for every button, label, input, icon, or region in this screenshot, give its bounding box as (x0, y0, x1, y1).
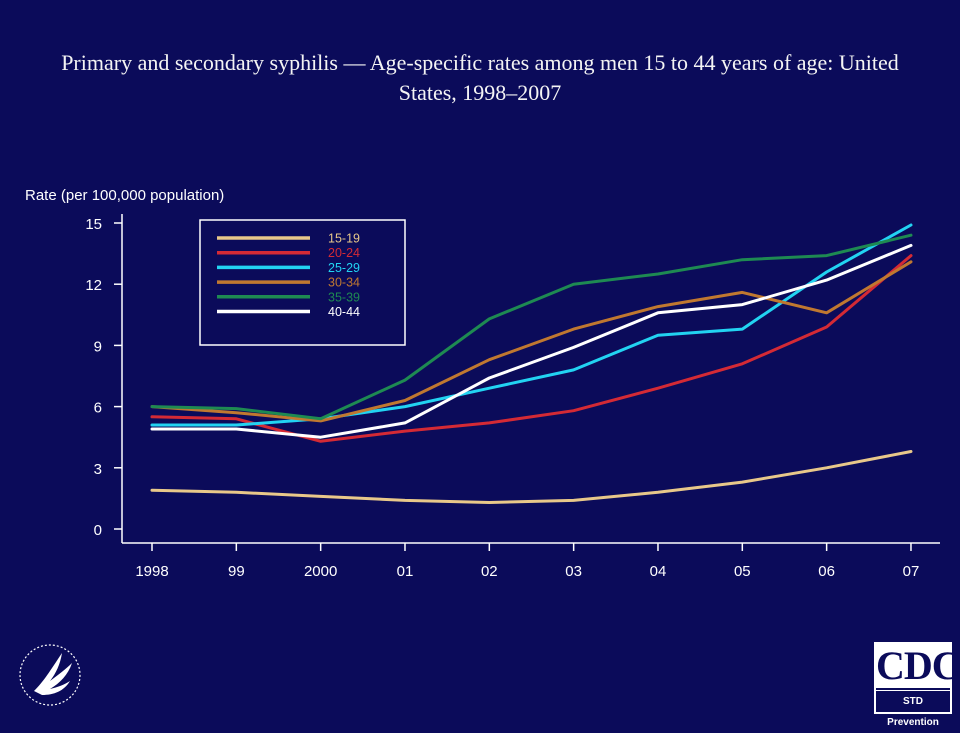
x-tick-label: 03 (565, 563, 582, 580)
y-tick-label: 0 (94, 522, 102, 539)
hhs-seal-logo (19, 644, 81, 706)
cdc-logo-rule (876, 688, 950, 690)
y-tick-label: 12 (85, 277, 102, 294)
x-tick-label: 04 (650, 563, 667, 580)
legend-label: 20-24 (328, 246, 360, 260)
y-tick-label: 3 (94, 461, 102, 478)
series-line-30-34 (150, 260, 913, 423)
x-tick-label: 99 (228, 563, 245, 580)
x-tick-label: 1998 (135, 563, 168, 580)
x-tick-label: 06 (818, 563, 835, 580)
cdc-logo: CDC STD Prevention (874, 642, 960, 728)
series-line-15-19 (150, 450, 913, 504)
y-tick-label: 9 (94, 338, 102, 355)
y-tick-label: 6 (94, 400, 102, 417)
cdc-logo-text: CDC (876, 643, 960, 688)
y-axis-label: Rate (per 100,000 population) (25, 187, 225, 204)
legend-label: 40-44 (328, 305, 360, 319)
legend-label: 25-29 (328, 261, 360, 275)
x-tick-label: 2000 (304, 563, 337, 580)
x-tick-label: 01 (397, 563, 414, 580)
y-tick-label: 15 (85, 216, 102, 233)
x-tick-label: 05 (734, 563, 751, 580)
series-line-35-39 (150, 233, 913, 421)
legend-label: 15-19 (328, 232, 360, 246)
cdc-logo-subtitle: STD Prevention (876, 691, 950, 728)
series-line-40-44 (150, 243, 913, 439)
legend-label: 30-34 (328, 276, 360, 290)
series-line-20-24 (150, 254, 913, 443)
legend-label: 35-39 (328, 290, 360, 304)
slide-title: Primary and secondary syphilis — Age-spe… (61, 50, 899, 105)
x-tick-label: 07 (903, 563, 920, 580)
x-tick-label: 02 (481, 563, 498, 580)
series-line-25-29 (150, 223, 913, 427)
legend-box (199, 219, 406, 346)
